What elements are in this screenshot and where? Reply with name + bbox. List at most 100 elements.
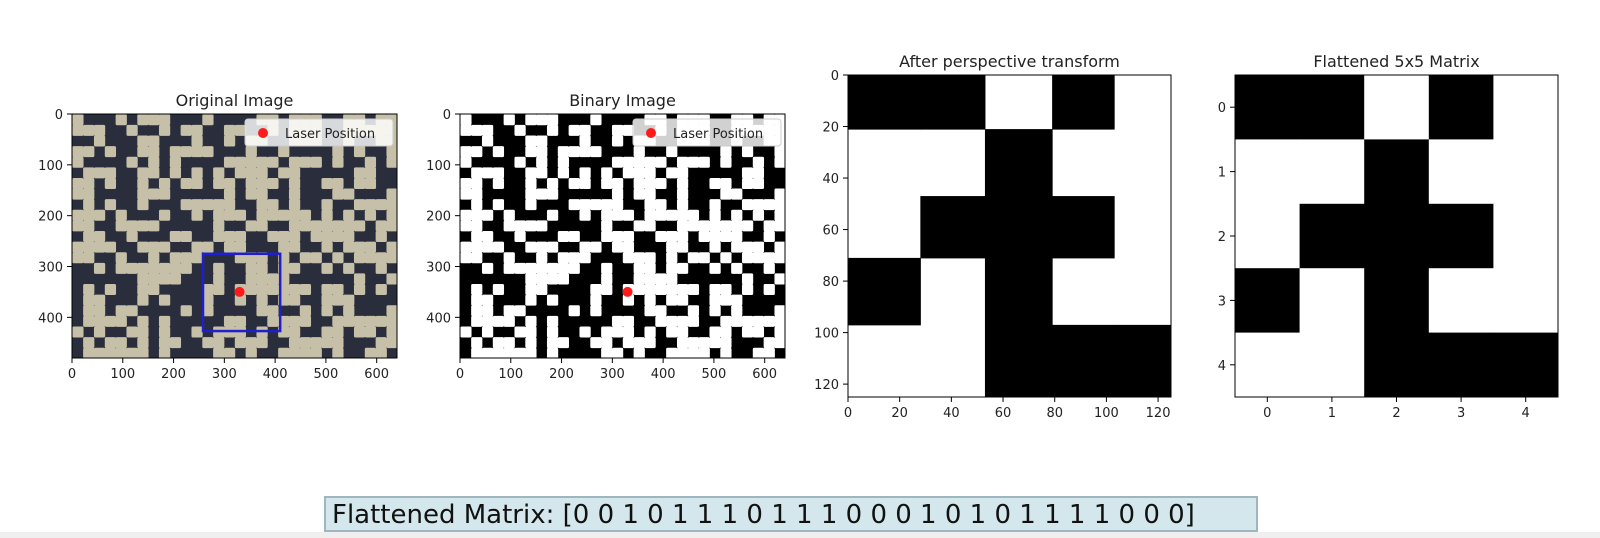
image-module	[245, 177, 257, 189]
y-tick-label: 1	[1218, 166, 1226, 181]
image-module	[310, 156, 322, 168]
image-module	[148, 156, 160, 168]
image-module	[191, 146, 203, 158]
image-module	[666, 209, 678, 221]
matrix-cell	[1235, 268, 1301, 334]
image-module	[137, 326, 149, 338]
image-module	[655, 315, 667, 327]
image-module	[321, 284, 333, 296]
image-module	[267, 177, 279, 189]
image-module	[633, 262, 645, 274]
image-module	[115, 220, 127, 232]
image-module	[611, 199, 624, 211]
image-module	[72, 177, 84, 189]
image-module	[288, 347, 301, 358]
image-module	[72, 124, 84, 136]
y-tick-label: 60	[822, 224, 839, 239]
image-module	[774, 146, 785, 158]
image-module	[137, 315, 149, 327]
image-module	[503, 114, 515, 126]
image-module	[104, 199, 117, 211]
image-module	[546, 177, 559, 189]
image-module	[676, 167, 689, 179]
image-module	[148, 220, 160, 232]
x-tick-label: 400	[651, 367, 676, 382]
image-module	[731, 220, 743, 232]
image-module	[169, 156, 182, 168]
image-module	[72, 146, 84, 158]
image-module	[104, 146, 117, 158]
y-tick-label: 0	[443, 108, 451, 123]
transform-cell	[920, 196, 986, 259]
image-module	[731, 230, 743, 243]
image-module	[332, 284, 344, 296]
image-module	[546, 326, 559, 338]
image-module	[310, 252, 322, 264]
image-module	[288, 284, 301, 296]
image-module	[364, 252, 377, 264]
image-module	[676, 326, 689, 338]
image-module	[126, 230, 138, 243]
panel-title: Original Image	[176, 91, 294, 110]
image-module	[299, 252, 312, 264]
image-module	[601, 177, 613, 189]
image-module	[503, 209, 515, 221]
image-module	[774, 315, 785, 327]
legend: Laser Position	[244, 118, 394, 147]
image-module	[288, 326, 301, 338]
image-module	[223, 347, 236, 358]
image-module	[223, 188, 236, 200]
image-module	[525, 337, 537, 349]
image-module	[256, 220, 268, 232]
image-module	[481, 124, 494, 136]
x-tick-label: 500	[701, 367, 726, 382]
image-module	[590, 305, 602, 317]
image-module	[126, 347, 138, 358]
x-tick-label: 2	[1392, 406, 1400, 421]
image-module	[601, 347, 613, 358]
image-module	[525, 241, 537, 253]
image-module	[299, 305, 312, 317]
image-module	[460, 146, 472, 158]
image-module	[332, 188, 344, 200]
y-tick-label: 120	[814, 378, 839, 393]
panel-1-image	[460, 114, 785, 358]
image-module	[611, 124, 624, 136]
image-module	[601, 220, 613, 232]
image-module	[709, 262, 721, 274]
transform-cell	[1052, 196, 1115, 259]
image-module	[126, 124, 138, 136]
image-module	[137, 114, 149, 126]
image-module	[137, 188, 149, 200]
image-module	[611, 347, 624, 358]
image-module	[644, 337, 656, 349]
x-tick-label: 100	[1094, 406, 1119, 421]
image-module	[148, 114, 160, 126]
x-tick-label: 80	[1046, 406, 1063, 421]
image-module	[213, 347, 225, 358]
image-module	[471, 241, 483, 253]
image-module	[137, 262, 149, 274]
image-module	[288, 262, 301, 274]
image-module	[288, 209, 301, 221]
image-module	[471, 347, 483, 358]
image-module	[774, 326, 785, 338]
image-module	[611, 188, 624, 200]
image-module	[525, 294, 537, 306]
image-module	[666, 294, 678, 306]
image-module	[546, 262, 559, 274]
image-module	[93, 209, 106, 221]
image-module	[774, 252, 785, 264]
image-module	[774, 241, 785, 253]
image-module	[579, 167, 591, 179]
matrix-cell	[1364, 139, 1430, 205]
image-module	[471, 146, 483, 158]
image-module	[525, 135, 537, 147]
image-module	[536, 220, 548, 232]
y-tick-label: 200	[38, 210, 63, 225]
x-tick-label: 0	[1263, 406, 1271, 421]
image-module	[460, 209, 472, 221]
image-module	[158, 209, 171, 221]
image-module	[622, 252, 635, 264]
image-module	[158, 241, 171, 253]
